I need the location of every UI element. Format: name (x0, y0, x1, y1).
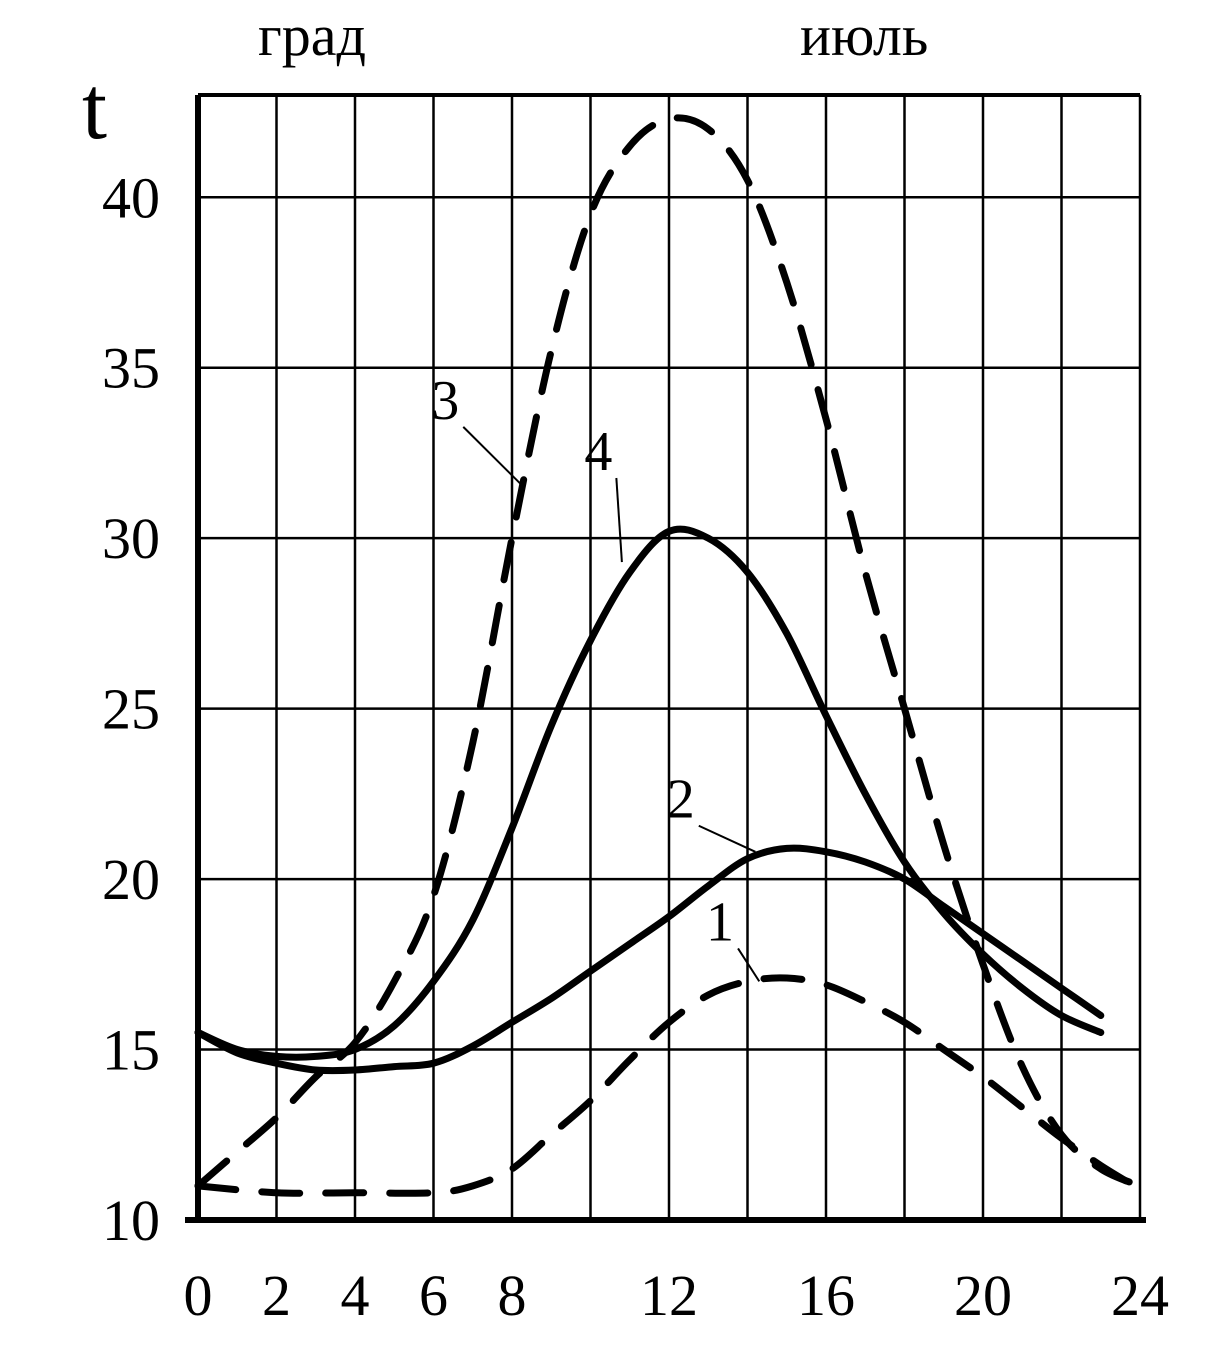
y-tick-label: 30 (102, 506, 160, 571)
unit-label: град (258, 3, 366, 68)
x-tick-label: 2 (262, 1263, 291, 1328)
curve-labels: 12 3 4 (431, 370, 761, 982)
series-3-line (194, 114, 1144, 1190)
y-axis-label: t (82, 59, 107, 158)
curve-3-leader (462, 426, 525, 488)
x-tick-label: 12 (640, 1263, 698, 1328)
curve-1-leader (737, 947, 761, 982)
y-tick-label: 20 (102, 847, 160, 912)
curve-4-leader (615, 477, 623, 563)
x-tick-label: 24 (1111, 1263, 1169, 1328)
curve-2-leader (698, 824, 756, 853)
curve-2-label: 2 (667, 769, 695, 831)
x-tick-label: 6 (419, 1263, 448, 1328)
y-tick-label: 40 (102, 165, 160, 230)
series-1-line (194, 974, 1144, 1197)
x-tick-label: 4 (341, 1263, 370, 1328)
x-tick-label: 0 (184, 1263, 213, 1328)
curve-3-label: 3 (431, 370, 459, 432)
y-tick-label: 15 (102, 1018, 160, 1083)
curve-4-label: 4 (584, 421, 612, 483)
y-tick-label: 25 (102, 677, 160, 742)
curve-1-label: 1 (706, 891, 734, 953)
x-tick-label: 16 (797, 1263, 855, 1328)
y-tick-label: 35 (102, 336, 160, 401)
series-4-line (194, 525, 1105, 1061)
series-2-line (194, 844, 1105, 1075)
chart-axes (185, 95, 1146, 1223)
x-tick-label: 8 (498, 1263, 527, 1328)
x-tick-label: 20 (954, 1263, 1012, 1328)
series-layer (194, 114, 1144, 1197)
y-tick-label: 10 (102, 1188, 160, 1253)
chart-title: июль (800, 3, 928, 68)
